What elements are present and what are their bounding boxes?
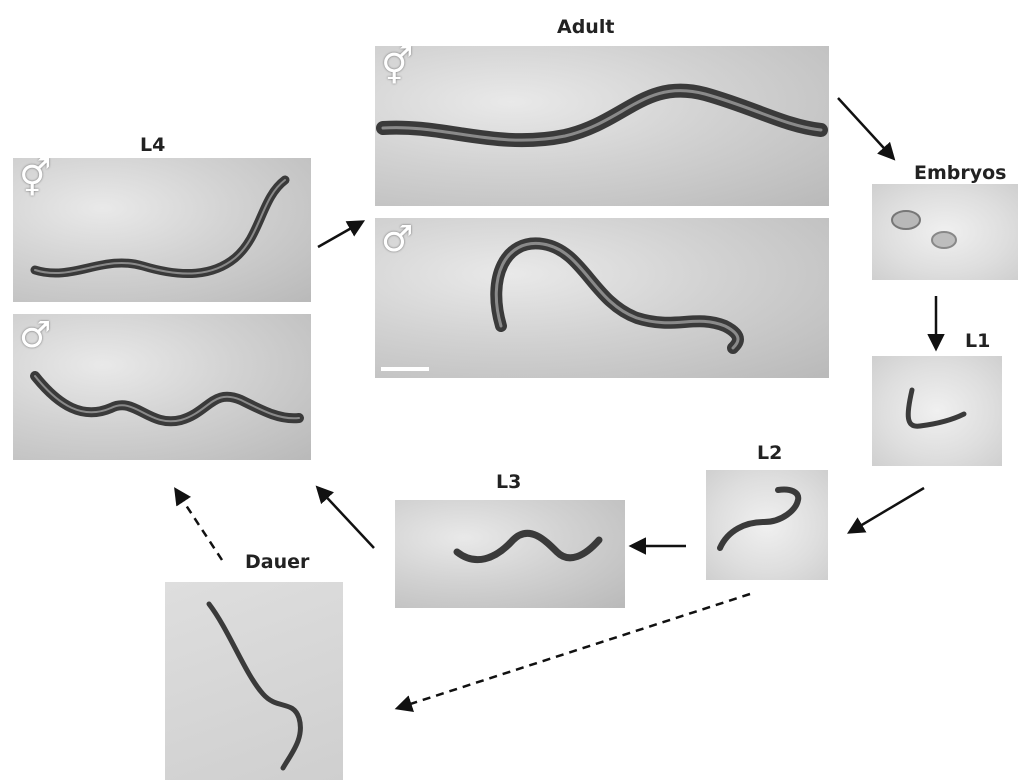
arrow-adult-to-embryos — [837, 97, 896, 161]
male-symbol-icon: ♂ — [19, 315, 52, 356]
arrow-l3-to-l4 — [315, 485, 375, 549]
arrow-l1-to-l2 — [846, 486, 925, 534]
stage-label-adult: Adult — [557, 16, 615, 38]
l2-image — [706, 470, 828, 580]
stage-label-l2: L2 — [757, 442, 783, 464]
l4-male-image: ♂ — [13, 314, 311, 460]
hermaphrodite-symbol-icon: ⚥ — [19, 159, 52, 200]
embryos-image — [872, 184, 1018, 280]
male-symbol-icon: ♂ — [381, 219, 414, 260]
stage-label-l4: L4 — [140, 134, 166, 156]
arrow-l4-to-adult — [317, 220, 366, 249]
dauer-image — [165, 582, 343, 780]
hermaphrodite-symbol-icon: ⚥ — [381, 47, 414, 88]
l3-image — [395, 500, 625, 608]
arrow-l2-to-dauer — [394, 592, 751, 713]
arrow-dauer-to-l4 — [174, 487, 224, 561]
stage-label-l3: L3 — [496, 471, 522, 493]
stage-label-embryos: Embryos — [914, 162, 1007, 184]
adult-male-image: ♂ — [375, 218, 829, 378]
stage-label-l1: L1 — [965, 330, 991, 352]
scale-bar — [381, 367, 429, 371]
l4-hermaphrodite-image: ⚥ — [13, 158, 311, 302]
adult-hermaphrodite-image: ⚥ — [375, 46, 829, 206]
l1-image — [872, 356, 1002, 466]
stage-label-dauer: Dauer — [245, 551, 310, 573]
